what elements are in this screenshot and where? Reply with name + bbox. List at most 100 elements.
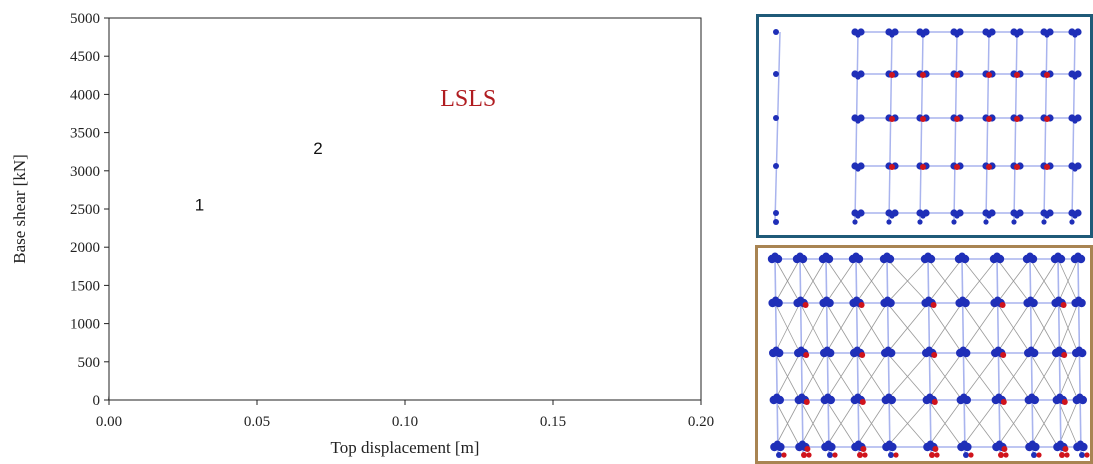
panel-2-column <box>774 258 779 456</box>
panel-2-brace <box>855 302 888 354</box>
panel-1-node <box>986 32 992 38</box>
panel-2-brace <box>774 302 801 354</box>
panel-1-hinge <box>1044 116 1050 122</box>
panel-2-hinge <box>1062 446 1069 452</box>
panel-2-hinge <box>859 352 866 358</box>
x-tick-label: 0.20 <box>688 414 714 430</box>
panel-1-left-column <box>774 31 781 223</box>
axes <box>104 17 702 405</box>
panel-2-brace <box>961 302 998 354</box>
panel-1-node <box>855 32 861 38</box>
panel-2-base-node <box>776 452 782 458</box>
y-tick-label: 1500 <box>70 278 100 294</box>
y-tick-label: 3500 <box>70 126 100 142</box>
panel-2-node <box>926 440 934 448</box>
panel-1-column <box>919 31 924 223</box>
panel-2-brace <box>961 399 998 448</box>
panel-1-node <box>1072 166 1078 172</box>
marker-label-2: 2 <box>313 139 322 158</box>
panel-1-node <box>773 163 779 169</box>
panel-2-node <box>925 346 933 354</box>
panel-2-node <box>1028 393 1036 401</box>
panel-2-node <box>854 440 862 448</box>
panel-2-node <box>796 252 804 260</box>
panel-2-brace <box>1057 352 1079 401</box>
panel-1-model <box>773 28 1082 225</box>
panel-2-brace <box>927 258 963 304</box>
panel-2-column <box>1077 258 1082 456</box>
panel-2-brace <box>886 302 929 354</box>
panel-1-node <box>917 219 923 225</box>
panel-2-node <box>883 252 891 260</box>
x-axis-title: Top displacement [m] <box>331 438 480 457</box>
panel-2-node <box>798 440 806 448</box>
panel-2-brace <box>886 352 929 401</box>
panel-2-brace <box>927 302 963 354</box>
panel-2-brace <box>774 352 801 401</box>
panel-2-brace <box>774 258 801 304</box>
panel-1-column <box>1013 31 1018 223</box>
panel-1-column <box>1043 31 1048 223</box>
panel-2-hinge <box>930 302 937 308</box>
panel-2-node <box>797 346 805 354</box>
panel-2-brace <box>961 258 998 304</box>
panel-2-column <box>996 258 1001 456</box>
y-tick-label: 2500 <box>70 202 100 218</box>
panel-2-brace <box>855 352 888 401</box>
panel-1-hinge <box>889 164 895 170</box>
y-axis-title: Base shear [kN] <box>10 154 29 264</box>
panel-2-brace <box>961 352 998 401</box>
panel-2-brace <box>927 399 963 448</box>
panel-2-base-node <box>1031 452 1037 458</box>
panel-2-node <box>824 440 832 448</box>
panel-2-column <box>961 258 966 456</box>
panel-2-node <box>1027 296 1035 304</box>
panel-1-node <box>951 219 957 225</box>
y-tick-label: 4000 <box>70 87 100 103</box>
x-tick-label: 0.05 <box>244 414 270 430</box>
panel-2-base-node <box>888 452 894 458</box>
panel-1-node <box>1072 213 1078 219</box>
panel-2-brace <box>825 258 857 304</box>
panel-2-hinge <box>803 399 810 405</box>
panel-2-node <box>1076 440 1084 448</box>
panel-1-node <box>986 213 992 219</box>
panel-2-hinge <box>999 302 1006 308</box>
panel-2-node <box>960 440 968 448</box>
panel-2-brace <box>825 352 857 401</box>
panel-2-node <box>994 346 1002 354</box>
panel-2-node <box>993 252 1001 260</box>
panel-2-node <box>1054 252 1062 260</box>
panel-2-brace <box>1029 302 1059 354</box>
panel-2-base-hinge <box>1036 452 1042 458</box>
panel-2-hinge <box>804 446 811 452</box>
panel-2-node <box>1075 296 1083 304</box>
panel-2-base-node <box>963 452 969 458</box>
panel-2-base-node <box>1059 452 1065 458</box>
x-tick-label: 0.00 <box>96 414 122 430</box>
panel-2-column <box>799 258 804 456</box>
panel-2-column <box>855 258 860 456</box>
x-tick-label: 0.15 <box>540 414 566 430</box>
panel-2-node <box>960 393 968 401</box>
panel-1-node <box>1041 219 1047 225</box>
panel-1-node <box>983 219 989 225</box>
panel-1-column <box>854 31 859 223</box>
panel-1-node <box>920 213 926 219</box>
panel-2-model <box>767 252 1090 458</box>
panel-2-hinge <box>1000 352 1007 358</box>
panel-1-node <box>1011 219 1017 225</box>
panel-1-column <box>1071 31 1076 223</box>
panel-2-base-hinge <box>968 452 974 458</box>
panel-2-brace <box>799 302 827 354</box>
panel-2-node <box>1075 346 1083 354</box>
panel-2-node <box>852 252 860 260</box>
plot-frame <box>108 17 702 401</box>
panel-2-node <box>771 252 779 260</box>
panel-2-brace <box>1029 352 1059 401</box>
panel-2-base-hinge <box>1003 452 1009 458</box>
panel-2-node <box>995 440 1003 448</box>
panel-2-base-hinge <box>893 452 899 458</box>
panel-1-hinge <box>986 72 992 78</box>
panel-2-hinge <box>803 352 810 358</box>
